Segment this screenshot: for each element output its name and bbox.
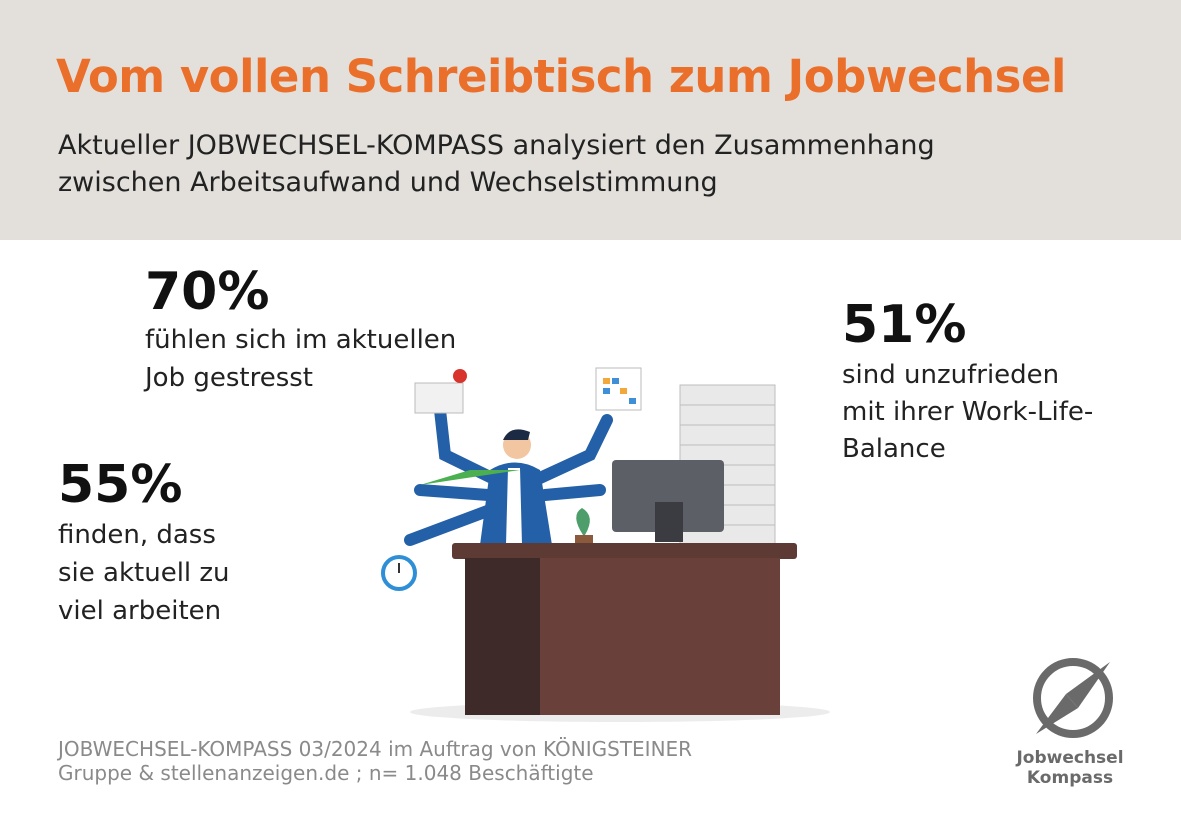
subtitle: Aktueller JOBWECHSEL-KOMPASS analysiert … [58, 130, 935, 161]
source-text: JOBWECHSEL-KOMPASS 03/2024 im Auftrag vo… [58, 737, 693, 761]
logo-text: Kompass [1026, 768, 1114, 788]
stat-value: 55% [58, 455, 183, 515]
stat-text: finden, dass [58, 520, 216, 550]
stat-text: sie aktuell zu [58, 558, 230, 588]
source-text: Gruppe & stellenanzeigen.de ; n= 1.048 B… [58, 761, 594, 785]
stat-text: sind unzufrieden [842, 360, 1060, 390]
stat-value: 51% [842, 295, 967, 355]
stat-value: 70% [145, 262, 270, 322]
stat-text: mit ihrer Work-Life- [842, 397, 1094, 427]
stat-text: fühlen sich im aktuellen [145, 325, 457, 355]
subtitle: zwischen Arbeitsaufwand und Wechselstimm… [58, 167, 718, 198]
stat-text: viel arbeiten [58, 596, 222, 626]
logo-text: Jobwechsel [1016, 748, 1124, 768]
stat-text: Job gestresst [145, 363, 313, 393]
title: Vom vollen Schreibtisch zum Jobwechsel [56, 50, 1066, 103]
header-band [0, 0, 1181, 240]
stat-text: Balance [842, 434, 946, 464]
